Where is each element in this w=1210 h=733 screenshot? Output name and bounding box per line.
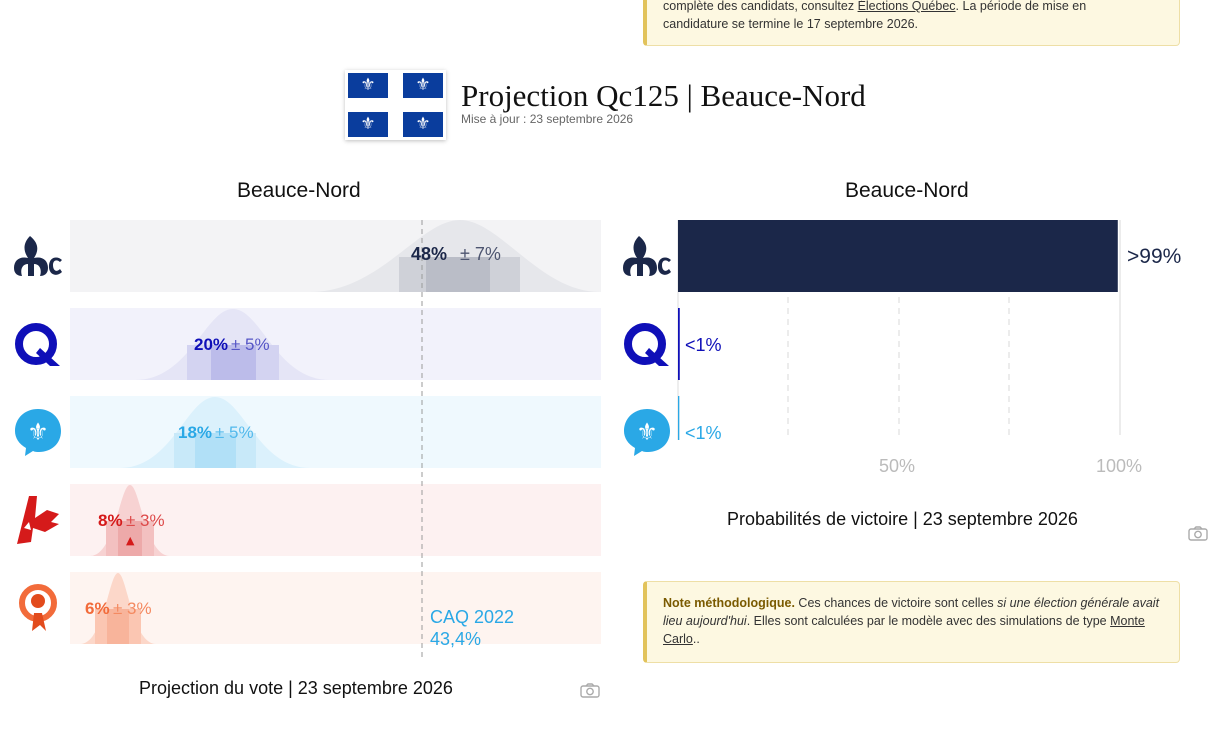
caq-logo-icon	[623, 236, 671, 276]
axis-tick-100: 100%	[1096, 456, 1143, 476]
elections-quebec-link[interactable]: Élections Québec	[857, 0, 956, 13]
distribution-pcq	[135, 309, 330, 380]
fleur-de-lis-icon: ⚜	[403, 73, 443, 98]
row-bg-plq	[70, 484, 601, 556]
distribution-pq	[120, 397, 310, 468]
candidates-note: complète des candidats, consultez Électi…	[643, 0, 1180, 46]
win-bar-pcq	[678, 308, 680, 380]
moe-label-pq: ± 5%	[215, 423, 254, 442]
qs-logo-icon	[19, 584, 57, 631]
pq-logo-icon: ⚜	[15, 409, 61, 456]
win-chart-title: Beauce-Nord	[845, 179, 969, 202]
pcq-logo-icon	[624, 323, 669, 366]
trend-up-icon: ▲	[126, 534, 135, 547]
svg-text:⚜: ⚜	[27, 418, 49, 446]
moe-label-plq: ± 3%	[126, 511, 165, 530]
fleur-de-lis-icon: ⚜	[403, 112, 443, 137]
vote-chart-caption: Projection du vote | 23 septembre 2026	[139, 678, 453, 698]
pq-logo-icon: ⚜	[624, 409, 670, 456]
vote-projection-chart: ▲	[70, 220, 601, 658]
pct-label-qs: 6%	[85, 599, 110, 618]
moe-label-caq: ± 7%	[460, 244, 501, 264]
page-title: Projection Qc125 | Beauce-Nord	[461, 78, 866, 113]
distribution-caq	[310, 220, 600, 292]
axis-tick-50: 50%	[879, 456, 916, 476]
methodology-note: Note méthodologique. Ces chances de vict…	[643, 581, 1180, 663]
win-probability-chart	[677, 220, 1121, 440]
pct-label-pq: 18%	[178, 423, 213, 442]
quebec-flag: ⚜ ⚜ ⚜ ⚜	[345, 70, 446, 140]
prob-label-caq: >99%	[1127, 245, 1182, 268]
camera-icon[interactable]	[1188, 526, 1208, 541]
moe-label-qs: ± 3%	[113, 599, 152, 618]
moe-core-pcq	[211, 345, 256, 380]
vote-chart-title: Beauce-Nord	[237, 179, 361, 202]
update-date: Mise à jour : 23 septembre 2026	[461, 112, 634, 126]
reference-line-label: CAQ 2022 43,4%	[430, 607, 515, 649]
svg-text:⚜: ⚜	[636, 418, 658, 446]
pcq-logo-icon	[15, 323, 60, 366]
prob-label-pq: <1%	[685, 423, 722, 443]
moe-core-plq	[118, 521, 142, 556]
fleur-de-lis-icon: ⚜	[348, 73, 388, 98]
win-bar-caq	[678, 220, 1118, 292]
camera-icon[interactable]	[580, 683, 600, 698]
row-bg-pcq	[70, 308, 601, 380]
prob-label-pcq: <1%	[685, 335, 722, 355]
win-chart-caption: Probabilités de victoire | 23 septembre …	[727, 509, 1078, 529]
pct-label-plq: 8%	[98, 511, 123, 530]
plq-logo-icon	[17, 496, 59, 544]
row-bg-qs	[70, 572, 601, 644]
moe-core-pq	[195, 433, 236, 468]
fleur-de-lis-icon: ⚜	[348, 112, 388, 137]
monte-carlo-link[interactable]: Monte Carlo	[663, 614, 1145, 646]
moe-label-pcq: ± 5%	[231, 335, 270, 354]
moe-core-caq	[426, 257, 490, 292]
caq-logo-icon	[14, 236, 62, 276]
win-bar-pq	[678, 396, 680, 440]
pct-label-pcq: 20%	[194, 335, 229, 354]
moe-core-qs	[107, 609, 129, 644]
pct-label-caq: 48%	[411, 244, 448, 264]
row-bg-pq	[70, 396, 601, 468]
